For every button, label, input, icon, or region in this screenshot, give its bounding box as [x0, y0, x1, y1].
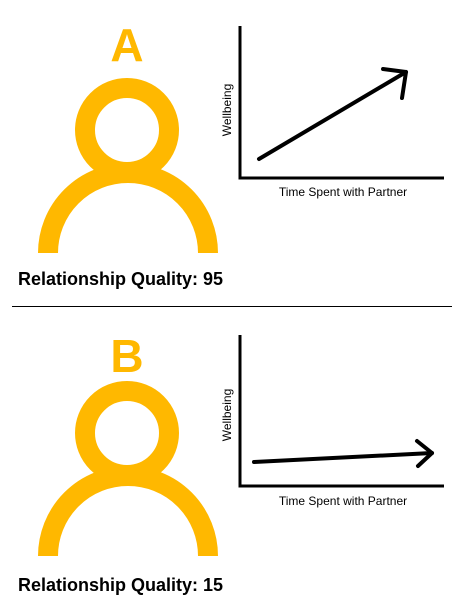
y-axis-label: Wellbeing — [220, 389, 234, 441]
person-icon — [30, 70, 230, 265]
caption-label: Relationship Quality: — [18, 269, 198, 289]
panel-letter: A — [92, 22, 162, 68]
x-axis-label: Time Spent with Partner — [279, 494, 407, 508]
caption-value: 15 — [203, 575, 223, 595]
trend-arrow — [259, 72, 406, 159]
caption-value: 95 — [203, 269, 223, 289]
panel-a: A Wellbeing Time Spent with Partner Rela… — [0, 0, 465, 306]
trend-arrow — [254, 453, 432, 462]
x-axis-label: Time Spent with Partner — [279, 185, 407, 199]
y-axis-label: Wellbeing — [220, 84, 234, 136]
wellbeing-graph: Wellbeing Time Spent with Partner — [214, 327, 444, 509]
wellbeing-graph: Wellbeing Time Spent with Partner — [214, 22, 444, 204]
relationship-quality-caption: Relationship Quality: 95 — [18, 269, 223, 290]
caption-label: Relationship Quality: — [18, 575, 198, 595]
person-icon — [30, 370, 230, 565]
relationship-quality-caption: Relationship Quality: 15 — [18, 575, 223, 596]
panel-b: B Wellbeing Time Spent with Partner Rela… — [0, 307, 465, 613]
